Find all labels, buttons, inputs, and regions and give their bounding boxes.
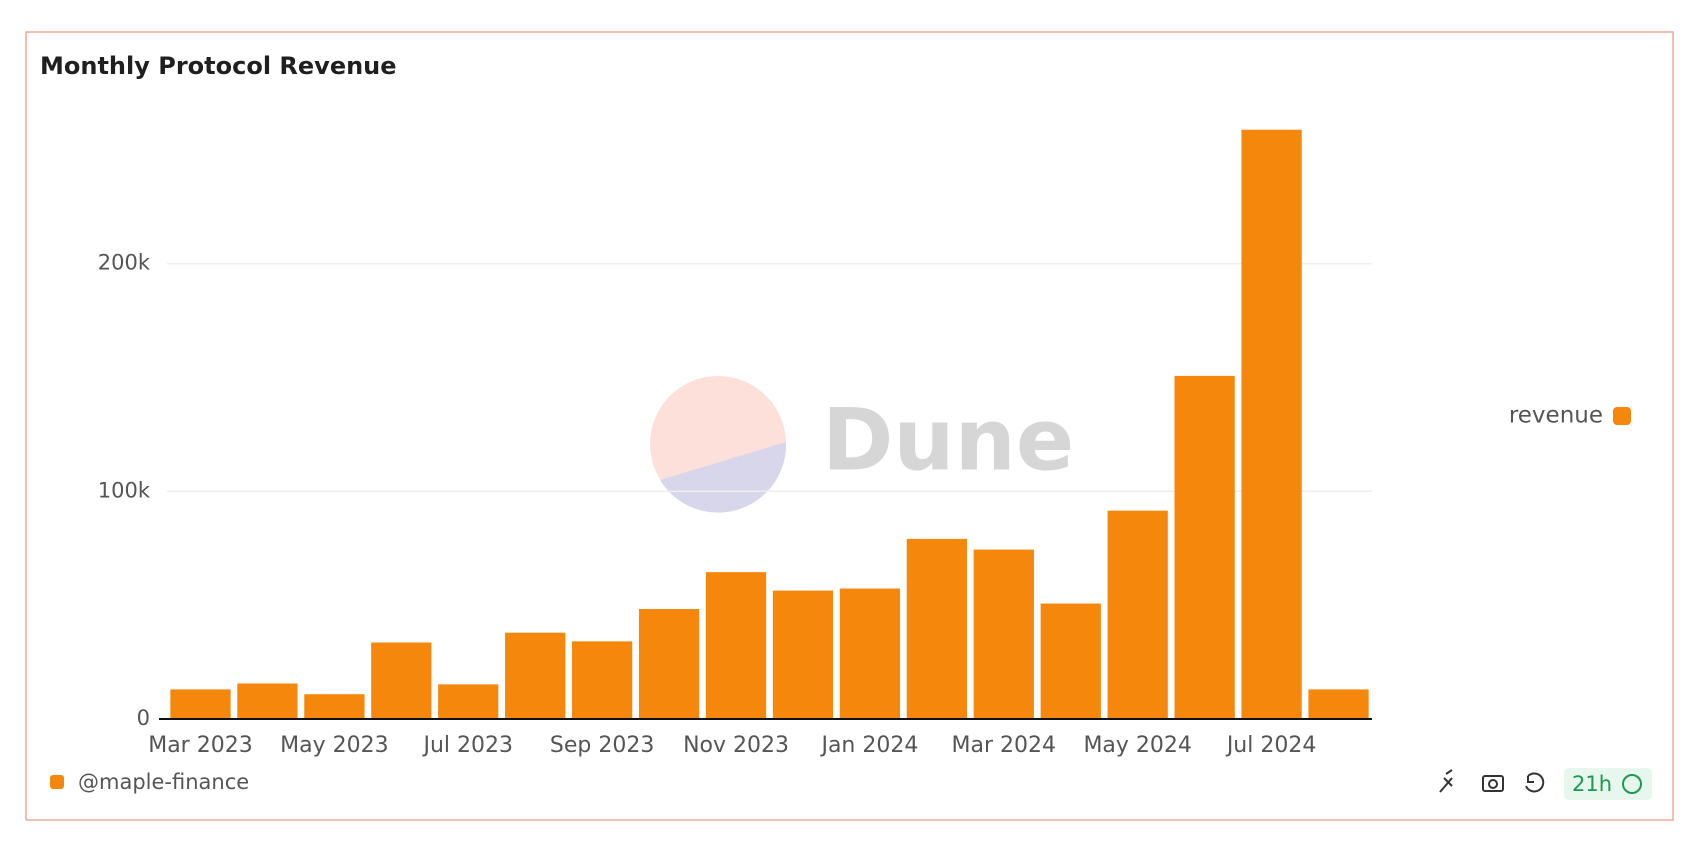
bar — [237, 683, 298, 719]
check-icon — [1622, 774, 1642, 794]
author[interactable]: @maple-finance — [78, 770, 249, 794]
bar — [170, 689, 231, 719]
x-tick-label: Jul 2023 — [421, 733, 513, 758]
x-tick-label: Nov 2023 — [683, 733, 789, 758]
bar — [1241, 129, 1302, 720]
bar — [1107, 510, 1168, 719]
x-tick-label: May 2023 — [280, 733, 388, 758]
bar — [304, 694, 365, 719]
watermark: Dune — [822, 390, 1074, 490]
y-tick-label: 200k — [98, 251, 151, 275]
bar — [772, 590, 834, 719]
bar — [839, 588, 901, 719]
bar — [572, 641, 633, 719]
author-icon — [50, 775, 64, 789]
icon-refresh[interactable] — [1525, 772, 1545, 793]
footer: @maple-finance 21h — [50, 768, 1652, 800]
bar — [371, 642, 432, 719]
chart-title: Monthly Protocol Revenue — [40, 52, 397, 80]
bar — [1040, 603, 1101, 719]
bar — [973, 549, 1034, 719]
bar — [1308, 689, 1369, 719]
bar — [906, 538, 967, 719]
x-tick-label: May 2024 — [1083, 733, 1191, 758]
legend-swatch — [1613, 407, 1631, 425]
icon-plug[interactable] — [1439, 769, 1453, 793]
x-tick-label: Jan 2024 — [819, 733, 918, 758]
watermark-logo — [650, 376, 787, 513]
y-tick-label: 0 — [137, 706, 150, 730]
x-tick-label: Mar 2024 — [952, 733, 1057, 758]
icon-camera[interactable] — [1482, 775, 1504, 792]
toolbar-icons — [1439, 769, 1545, 793]
age: 21h — [1572, 772, 1612, 796]
x-tick-label: Jul 2024 — [1225, 733, 1317, 758]
bar — [638, 609, 700, 719]
x-tick-label: Sep 2023 — [550, 733, 654, 758]
bar — [705, 572, 767, 719]
bar — [1174, 375, 1235, 719]
x-tick-label: Mar 2023 — [148, 733, 253, 758]
bar — [438, 684, 499, 719]
y-tick-label: 100k — [98, 478, 151, 502]
legend-label: revenue — [1509, 403, 1603, 429]
bar — [505, 632, 566, 719]
